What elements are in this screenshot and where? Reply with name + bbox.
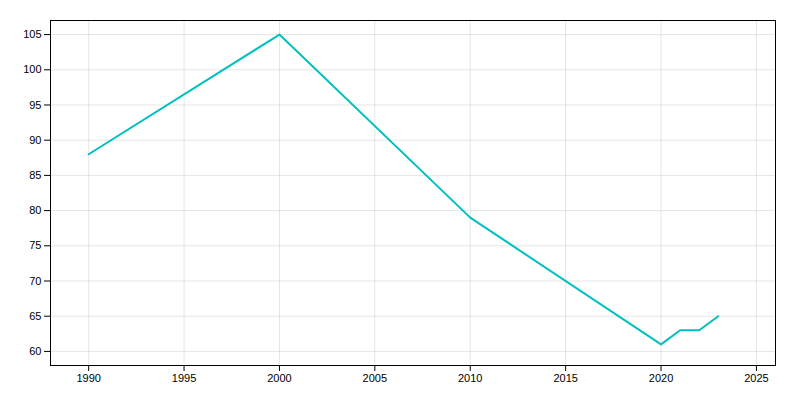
svg-text:2020: 2020 <box>649 372 673 384</box>
svg-text:105: 105 <box>23 28 41 40</box>
svg-text:1990: 1990 <box>76 372 100 384</box>
svg-text:75: 75 <box>29 239 41 251</box>
svg-text:2010: 2010 <box>458 372 482 384</box>
svg-text:85: 85 <box>29 169 41 181</box>
svg-text:60: 60 <box>29 345 41 357</box>
svg-text:100: 100 <box>23 63 41 75</box>
svg-text:2000: 2000 <box>267 372 291 384</box>
svg-text:2015: 2015 <box>553 372 577 384</box>
svg-text:95: 95 <box>29 99 41 111</box>
svg-text:90: 90 <box>29 134 41 146</box>
svg-text:1995: 1995 <box>172 372 196 384</box>
svg-text:2005: 2005 <box>363 372 387 384</box>
svg-text:65: 65 <box>29 310 41 322</box>
svg-text:70: 70 <box>29 275 41 287</box>
svg-text:80: 80 <box>29 204 41 216</box>
svg-text:2025: 2025 <box>744 372 768 384</box>
